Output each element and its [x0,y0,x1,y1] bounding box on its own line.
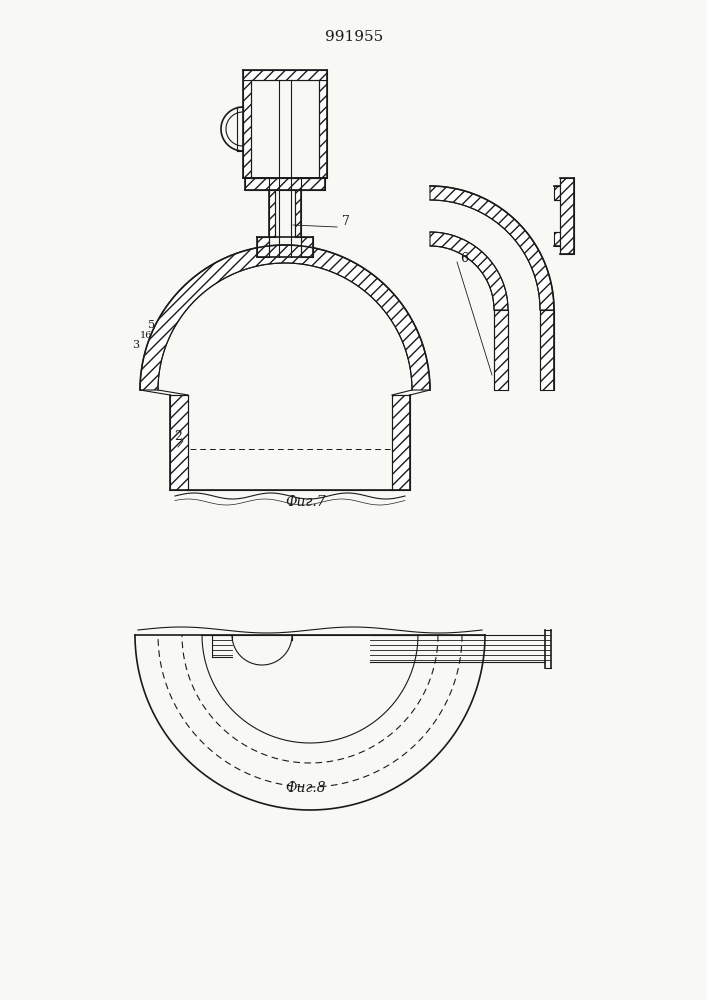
Polygon shape [140,245,430,390]
Bar [257,237,269,257]
Bar [243,80,251,178]
Bar [243,70,327,80]
Text: Фиг.8: Фиг.8 [285,781,326,795]
Bar [170,395,188,490]
Bar [392,395,410,490]
Polygon shape [430,232,508,310]
Bar [301,237,313,257]
Text: 16: 16 [140,331,153,340]
Bar [245,178,325,190]
Bar [540,310,554,390]
Text: Фиг.7: Фиг.7 [285,495,326,509]
Text: 3: 3 [132,340,139,350]
Bar [295,190,301,237]
Polygon shape [430,186,554,310]
Bar [494,310,508,390]
Bar [554,186,560,200]
Text: 7: 7 [342,215,350,228]
Text: 2: 2 [174,430,182,443]
Text: 6: 6 [460,252,468,265]
Text: 5: 5 [148,320,155,330]
Bar [319,80,327,178]
Bar [269,190,275,237]
Bar [554,232,560,246]
Text: 991955: 991955 [325,30,383,44]
Bar [560,178,574,254]
